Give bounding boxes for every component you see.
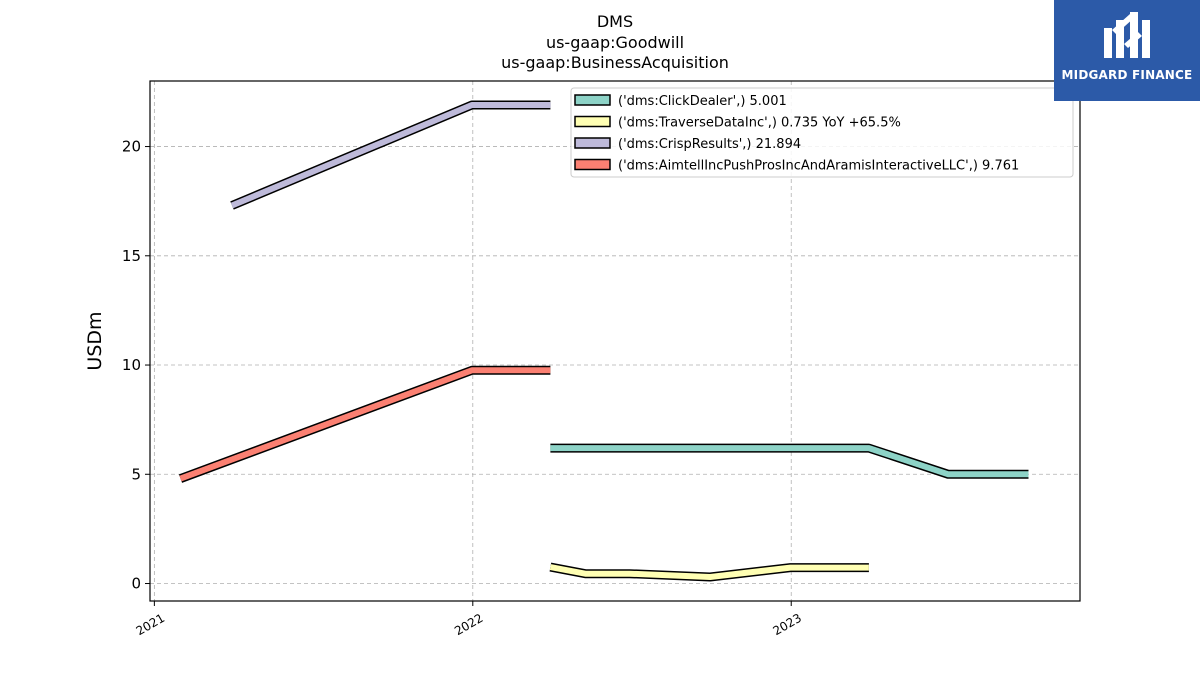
chart-title-line-2: us-gaap:Goodwill bbox=[546, 33, 684, 52]
y-tick-label: 10 bbox=[122, 356, 141, 374]
legend-swatch-0 bbox=[574, 94, 611, 106]
y-tick-label: 20 bbox=[122, 138, 141, 156]
y-tick-label: 15 bbox=[122, 247, 141, 265]
midgard-finance-logo: MIDGARD FINANCE bbox=[1054, 0, 1200, 101]
y-tick-label: 0 bbox=[131, 575, 141, 593]
x-tick-label: 2022 bbox=[452, 611, 485, 638]
series-outline-0 bbox=[550, 443, 1029, 479]
series-line-0 bbox=[550, 445, 1029, 478]
logo-mark-icon bbox=[1104, 12, 1150, 58]
series-line-1 bbox=[549, 564, 869, 580]
x-axis-ticks: 2021 2022 2023 bbox=[134, 601, 804, 638]
legend-swatch-1 bbox=[574, 115, 611, 128]
chart-title-line-3: us-gaap:BusinessAcquisition bbox=[501, 53, 729, 72]
legend-box bbox=[570, 87, 1074, 178]
chart-title-line-1: DMS bbox=[597, 12, 633, 31]
legend-swatch-3 bbox=[574, 158, 611, 171]
series-outline-3 bbox=[178, 365, 551, 483]
x-tick-label: 2021 bbox=[134, 611, 167, 638]
logo-text: MIDGARD FINANCE bbox=[1061, 68, 1193, 82]
x-tick-label: 2023 bbox=[771, 611, 804, 638]
plot-frame bbox=[149, 80, 1081, 602]
legend-label-2: ('dms:CrispResults',) 21.894 bbox=[618, 137, 801, 152]
series-lines bbox=[178, 100, 1029, 582]
y-tick-label: 5 bbox=[131, 465, 141, 483]
y-axis-ticks: 0 5 10 15 20 bbox=[122, 138, 150, 593]
series-line-2 bbox=[230, 102, 551, 209]
legend-label-3: ('dms:AimtellIncPushProsIncAndAramisInte… bbox=[618, 159, 1019, 174]
chart-legend: ('dms:ClickDealer',) 5.001 ('dms:Traverse… bbox=[570, 87, 1074, 178]
legend-label-1: ('dms:TraverseDataInc',) 0.735 YoY +65.5… bbox=[618, 116, 901, 131]
legend-swatch-2 bbox=[574, 137, 611, 149]
y-axis-label: USDm bbox=[84, 311, 106, 370]
series-outline-2 bbox=[230, 100, 551, 210]
series-line-3 bbox=[179, 367, 551, 482]
legend-label-0: ('dms:ClickDealer',) 5.001 bbox=[618, 94, 787, 109]
